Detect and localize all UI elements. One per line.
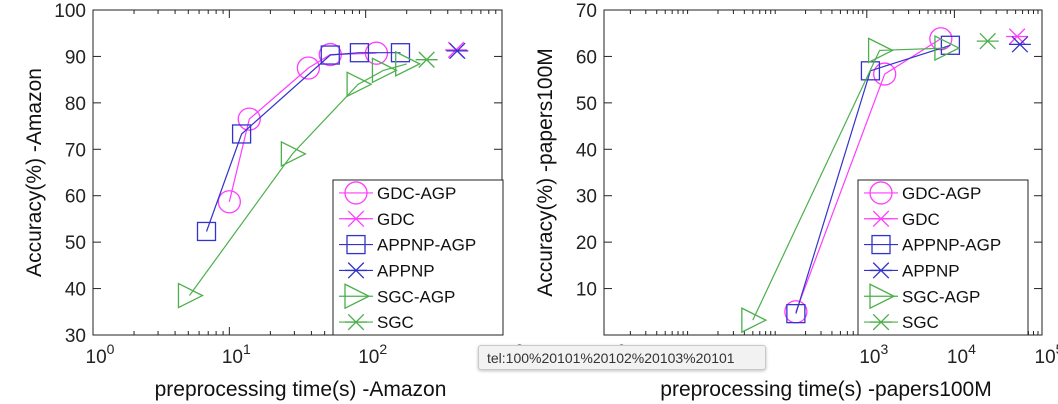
data-point-sgc-agp <box>395 50 422 77</box>
data-point-sgc-agp <box>934 35 961 62</box>
y-tick-label: 90 <box>65 47 86 68</box>
amazon-accuracy-chart: 10010110210330405060708090100preprocessi… <box>23 1 524 401</box>
x-axis-label: preprocessing time(s) -Amazon <box>155 378 447 401</box>
data-point-sgc-agp <box>741 307 768 334</box>
legend-label-gdc-agp: GDC-AGP <box>377 184 456 203</box>
y-tick-label: 60 <box>65 187 86 208</box>
data-point-appnp-agp <box>940 35 961 55</box>
data-point-gdc-agp <box>296 56 321 80</box>
x-axis-label: preprocessing time(s) -papers100M <box>660 378 991 401</box>
y-tick-label: 20 <box>576 233 597 254</box>
series-sgc-agp <box>741 35 961 334</box>
data-point-appnp-agp <box>320 45 340 65</box>
data-point-appnp-agp <box>231 124 252 144</box>
data-point-sgc-agp <box>177 282 204 309</box>
axes-box <box>92 9 503 336</box>
data-point-gdc-agp <box>873 62 897 86</box>
papers100m-accuracy-chart: 10010310410510203040506070preprocessing … <box>534 1 1058 401</box>
legend-label-sgc: SGC <box>377 313 414 332</box>
legend-label-sgc-agp: SGC-AGP <box>377 287 455 306</box>
legend-label-appnp-agp: APPNP-AGP <box>902 236 1001 255</box>
x-tick-label: 100 <box>86 341 115 368</box>
data-point-sgc-agp <box>867 37 895 64</box>
x-tick-label: 103 <box>859 341 888 368</box>
legend-marker-appnp <box>870 262 892 279</box>
legend-marker-gdc <box>870 210 892 228</box>
y-tick-label: 70 <box>65 140 86 161</box>
x-tick-label: 102 <box>358 341 387 368</box>
legend-label-gdc-agp: GDC-AGP <box>902 184 981 203</box>
x-tick-label: 104 <box>947 341 976 368</box>
series-line-gdc-agp <box>795 38 942 313</box>
data-point-gdc-agp <box>217 190 241 214</box>
data-point-appnp-agp <box>196 221 217 242</box>
legend-label-sgc-agp: SGC-AGP <box>902 287 980 306</box>
legend-label-sgc: SGC <box>902 313 939 332</box>
data-point-gdc-agp <box>237 107 261 131</box>
y-tick-label: 50 <box>65 233 86 254</box>
legend-marker-sgc-agp <box>344 283 371 310</box>
series-appnp <box>446 42 469 60</box>
data-point-appnp-agp <box>786 303 806 324</box>
y-axis-label: Accuracy(%) -papers100M <box>534 48 557 297</box>
data-point-appnp <box>446 42 469 60</box>
y-tick-label: 70 <box>576 1 597 22</box>
legend-marker-sgc <box>870 313 892 331</box>
x-tick-label: 105 <box>1035 341 1058 368</box>
legend-marker-appnp-agp <box>346 234 366 255</box>
legend-marker-appnp <box>345 262 367 279</box>
data-point-sgc <box>976 32 999 50</box>
link-tooltip: tel:100%20101%20102%20103%20101 <box>478 345 766 370</box>
legend-marker-gdc <box>345 210 367 228</box>
legend-marker-gdc-agp <box>869 181 893 205</box>
data-point-appnp <box>1008 36 1031 53</box>
y-tick-label: 30 <box>576 187 597 208</box>
legend-box <box>332 179 504 336</box>
data-point-appnp-agp <box>390 43 411 63</box>
series-sgc-agp <box>177 50 422 309</box>
y-tick-label: 30 <box>65 326 86 347</box>
legend-marker-sgc <box>345 313 367 331</box>
axes-box <box>603 9 1043 336</box>
y-tick-label: 10 <box>576 280 597 301</box>
legend-label-gdc: GDC <box>902 210 940 229</box>
data-point-sgc-agp <box>346 71 373 98</box>
legend: GDC-AGP GDC APPNP-AGP APPNP SGC-AGP SGC <box>332 179 504 336</box>
data-point-sgc-agp <box>280 140 307 167</box>
data-point-appnp-agp <box>349 43 370 63</box>
y-tick-label: 40 <box>576 140 597 161</box>
series-sgc <box>415 51 438 68</box>
series-sgc <box>976 32 999 50</box>
series-line-appnp-agp <box>205 52 401 232</box>
legend-box <box>857 179 1029 336</box>
legend: GDC-AGP GDC APPNP-AGP APPNP SGC-AGP SGC <box>857 179 1029 336</box>
legend-label-appnp: APPNP <box>902 261 960 280</box>
series-appnp <box>1008 36 1031 53</box>
legend-marker-appnp-agp <box>871 234 891 255</box>
y-tick-label: 80 <box>65 94 86 115</box>
x-tick-label: 101 <box>222 341 251 368</box>
y-tick-label: 100 <box>54 1 86 22</box>
series-appnp-agp <box>196 43 411 242</box>
y-tick-label: 40 <box>65 280 86 301</box>
y-tick-label: 50 <box>576 94 597 115</box>
legend-label-gdc: GDC <box>377 210 415 229</box>
data-point-sgc <box>415 51 438 68</box>
y-tick-label: 60 <box>576 47 597 68</box>
y-axis-label: Accuracy(%) -Amazon <box>23 68 46 277</box>
series-line-sgc-agp <box>752 47 946 321</box>
legend-label-appnp-agp: APPNP-AGP <box>377 236 476 255</box>
data-point-sgc-agp <box>371 57 398 84</box>
legend-marker-sgc-agp <box>869 283 896 310</box>
legend-marker-gdc-agp <box>344 181 368 205</box>
legend-label-appnp: APPNP <box>377 261 435 280</box>
